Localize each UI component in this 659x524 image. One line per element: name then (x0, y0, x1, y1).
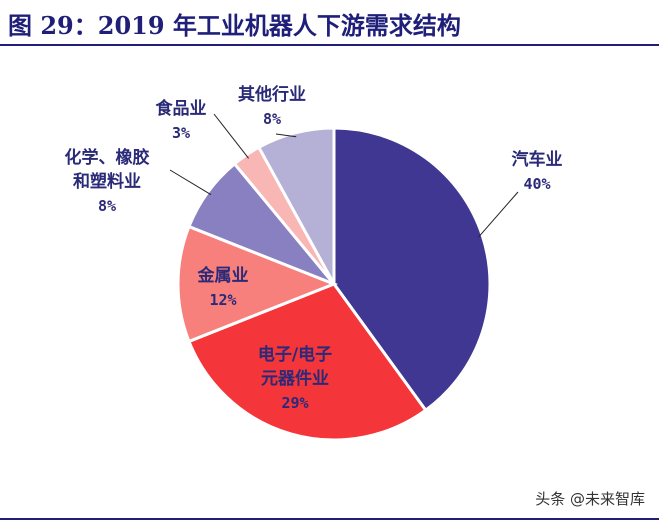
pie-slice-1 (187, 282, 428, 442)
label-chem: 化学、橡胶 和塑料业 8% (44, 146, 170, 218)
bottom-rule (0, 518, 659, 520)
label-chem-name-2: 和塑料业 (73, 172, 141, 192)
chart-title: 图 29：2019 年工业机器人下游需求结构 (8, 11, 461, 40)
label-elec-name-1: 电子/电子 (257, 345, 333, 365)
leader-line-5 (275, 133, 297, 138)
label-other: 其他行业 8% (224, 83, 320, 131)
label-metal-name: 金属业 (197, 266, 249, 286)
label-elec-value: 29% (281, 394, 309, 412)
leader-line-0 (478, 191, 519, 238)
title-bar: 图 29：2019 年工业机器人下游需求结构 (0, 0, 659, 46)
label-elec-name-2: 元器件业 (261, 369, 329, 389)
label-auto-name: 汽车业 (511, 150, 563, 170)
pie-slice-5 (256, 126, 336, 285)
label-metal: 金属业 12% (180, 264, 266, 312)
watermark: 头条 @未来智库 (535, 490, 645, 508)
label-elec: 电子/电子 元器件业 29% (240, 343, 350, 415)
label-metal-value: 12% (209, 291, 237, 309)
leader-line-4 (213, 113, 249, 159)
label-auto: 汽车业 40% (502, 148, 572, 196)
label-other-value: 8% (262, 110, 282, 128)
pie-slice-0 (332, 126, 492, 413)
pie-slice-2 (176, 224, 339, 344)
label-other-name: 其他行业 (238, 85, 306, 105)
label-chem-name-1: 化学、橡胶 (64, 148, 150, 168)
leader-line-3 (169, 169, 212, 196)
label-food-name: 食品业 (155, 99, 207, 119)
label-chem-value: 8% (97, 197, 117, 215)
label-food: 食品业 3% (146, 97, 216, 145)
label-auto-value: 40% (523, 175, 551, 193)
label-food-value: 3% (171, 124, 191, 142)
